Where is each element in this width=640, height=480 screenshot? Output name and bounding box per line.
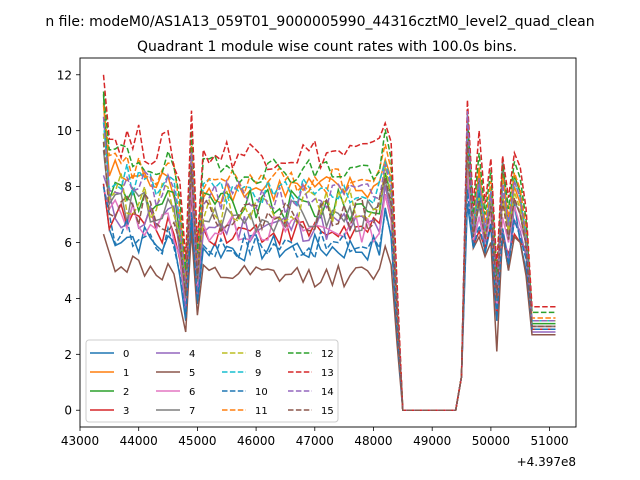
x-tick-label: 51000 bbox=[530, 434, 568, 448]
y-tick-label: 8 bbox=[64, 180, 72, 194]
y-tick-label: 2 bbox=[64, 348, 72, 362]
legend-label-0: 0 bbox=[123, 349, 129, 360]
legend-label-8: 8 bbox=[255, 349, 261, 360]
series-line-11 bbox=[102, 105, 556, 411]
series-line-13 bbox=[102, 74, 556, 411]
series-line-12 bbox=[102, 91, 556, 411]
legend-label-11: 11 bbox=[255, 406, 268, 417]
series-line-6 bbox=[102, 164, 556, 411]
legend-label-12: 12 bbox=[321, 349, 334, 360]
y-tick-label: 4 bbox=[64, 292, 72, 306]
x-tick-label: 50000 bbox=[472, 434, 510, 448]
series-line-15 bbox=[102, 141, 556, 411]
series-layer bbox=[102, 74, 556, 411]
chart-title: Quadrant 1 module wise count rates with … bbox=[137, 39, 517, 55]
legend-label-9: 9 bbox=[255, 368, 261, 379]
legend-label-7: 7 bbox=[189, 406, 195, 417]
legend-label-14: 14 bbox=[321, 387, 334, 398]
figure-suptitle: n file: modeM0/AS1A13_059T01_9000005990_… bbox=[45, 14, 594, 30]
x-axis: 43000 44000 45000 46000 47000 48000 49000 50000… bbox=[61, 427, 569, 448]
x-tick-label: 46000 bbox=[237, 434, 275, 448]
legend-label-2: 2 bbox=[123, 387, 129, 398]
series-line-5 bbox=[102, 144, 556, 411]
legend-label-6: 6 bbox=[189, 387, 195, 398]
x-offset-label: +4.397e8 bbox=[517, 455, 576, 469]
series-line-10 bbox=[102, 186, 556, 411]
x-tick-label: 47000 bbox=[296, 434, 334, 448]
y-tick-label: 12 bbox=[57, 68, 72, 82]
y-tick-label: 0 bbox=[64, 404, 72, 418]
x-tick-label: 45000 bbox=[178, 434, 216, 448]
legend-label-10: 10 bbox=[255, 387, 268, 398]
series-line-14 bbox=[102, 111, 556, 411]
y-axis: 0 2 4 6 8 10 12 bbox=[57, 68, 80, 418]
x-tick-label: 49000 bbox=[413, 434, 451, 448]
y-tick-label: 10 bbox=[57, 124, 72, 138]
legend-label-13: 13 bbox=[321, 368, 334, 379]
x-tick-label: 48000 bbox=[354, 434, 392, 448]
y-tick-label: 6 bbox=[64, 236, 72, 250]
x-tick-label: 44000 bbox=[120, 434, 158, 448]
legend-box bbox=[85, 339, 339, 423]
legend-label-3: 3 bbox=[123, 406, 129, 417]
legend-label-4: 4 bbox=[189, 349, 195, 360]
legend-label-5: 5 bbox=[189, 368, 195, 379]
x-tick-label: 43000 bbox=[61, 434, 99, 448]
legend-label-1: 1 bbox=[123, 368, 129, 379]
legend-label-15: 15 bbox=[321, 406, 334, 417]
